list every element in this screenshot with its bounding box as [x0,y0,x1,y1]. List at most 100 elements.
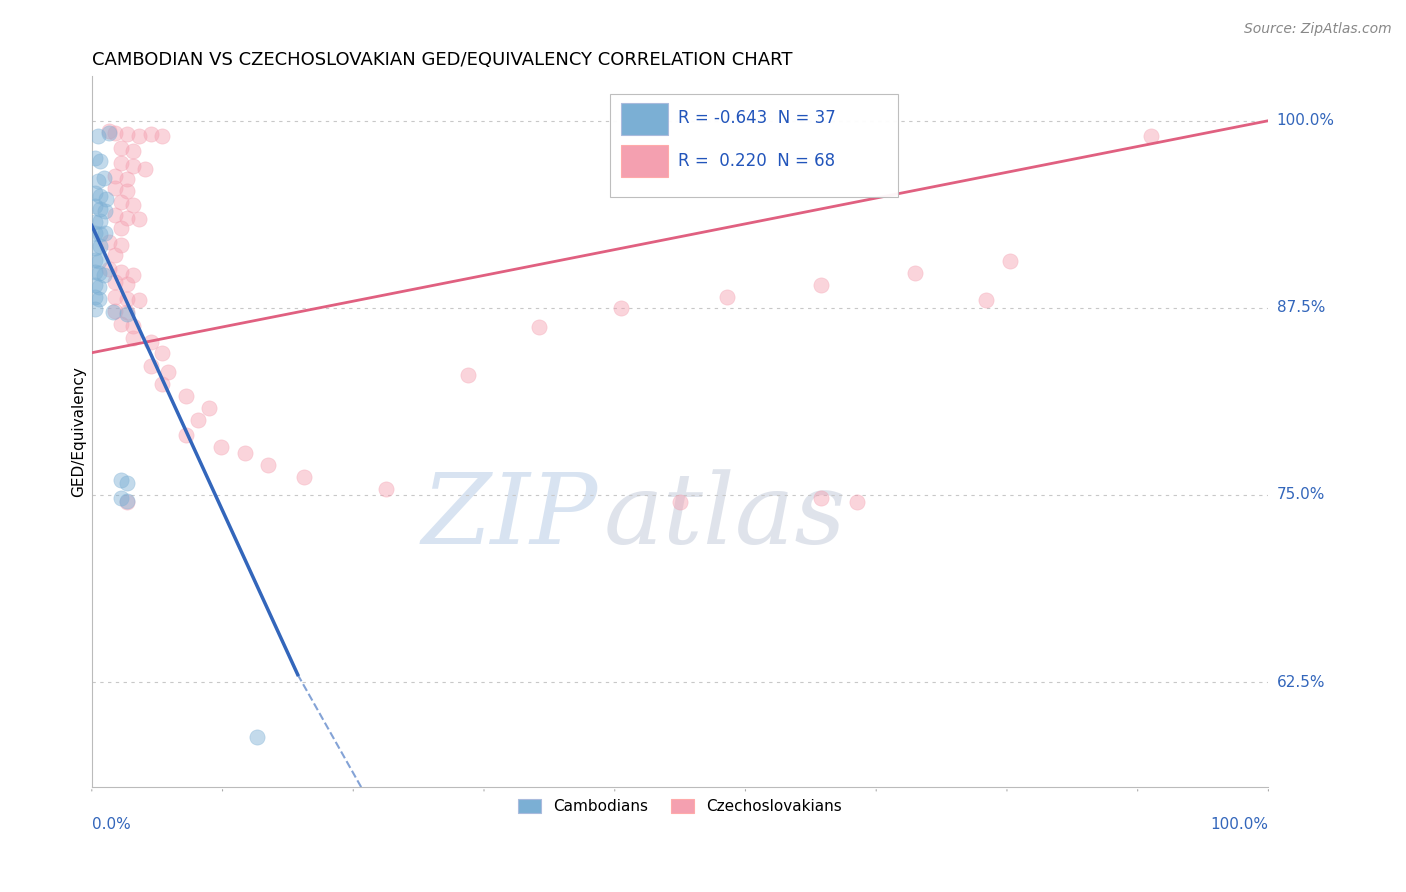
Point [134,161,156,176]
Point [810,491,832,505]
Point [84,199,107,213]
Text: R = -0.643  N = 37: R = -0.643 N = 37 [678,110,835,128]
Point [115,127,138,141]
Point [104,276,127,290]
Point [139,359,162,374]
Point [157,365,180,379]
Point [84,151,107,165]
Point [84,265,107,279]
Point [104,181,127,195]
Point [104,303,127,318]
Point [209,440,232,454]
Point [84,215,107,229]
Point [1139,128,1161,143]
Text: atlas: atlas [603,469,846,565]
Point [110,194,132,209]
Text: 62.5%: 62.5% [1277,674,1326,690]
Point [110,221,132,235]
Point [122,159,145,173]
Point [104,208,127,222]
Point [89,202,111,216]
FancyBboxPatch shape [621,103,668,135]
Point [139,127,162,141]
Point [84,278,107,293]
Point [94,192,117,206]
Text: ZIP: ZIP [422,469,598,565]
Point [84,241,107,255]
Text: 100.0%: 100.0% [1277,113,1334,128]
Point [89,188,111,202]
Point [810,278,832,293]
Text: Source: ZipAtlas.com: Source: ZipAtlas.com [1244,22,1392,37]
Point [904,266,927,280]
Point [128,293,150,308]
Point [152,345,174,359]
Point [152,128,174,143]
Point [198,401,221,416]
Point [845,495,868,509]
Point [128,128,150,143]
Point [84,252,107,267]
Point [110,473,132,487]
Point [104,126,127,140]
Point [115,184,138,198]
Text: 75.0%: 75.0% [1277,487,1324,502]
Point [375,482,398,496]
Point [110,141,132,155]
Text: 87.5%: 87.5% [1277,301,1324,315]
Point [257,458,280,472]
Point [122,268,145,282]
Point [128,212,150,227]
Point [115,172,138,186]
Point [87,280,110,294]
Point [457,368,479,383]
Point [93,226,115,240]
Point [89,239,111,253]
Point [104,248,127,262]
Point [98,126,121,140]
Point [174,389,197,403]
Point [87,266,110,280]
Point [104,169,127,183]
Point [110,318,132,332]
Point [101,305,124,319]
Point [115,307,138,321]
Point [115,305,138,319]
Y-axis label: GED/Equivalency: GED/Equivalency [72,366,86,497]
Point [233,446,256,460]
Point [104,290,127,304]
Point [115,292,138,306]
Point [122,144,145,158]
FancyBboxPatch shape [621,145,668,178]
FancyBboxPatch shape [610,94,898,196]
Point [174,428,197,442]
Point [87,254,110,268]
Point [93,268,115,282]
Point [89,154,111,169]
Point [84,226,107,240]
Point [93,203,115,218]
Point [122,197,145,211]
Point [245,731,267,745]
Point [93,170,115,185]
Point [527,320,550,334]
Point [115,495,138,509]
Text: R =  0.220  N = 68: R = 0.220 N = 68 [678,153,835,170]
Point [86,128,108,143]
Point [115,277,138,291]
Point [89,227,111,242]
Point [98,261,121,276]
Point [610,301,633,315]
Text: 100.0%: 100.0% [1211,817,1268,832]
Point [110,238,132,252]
Point [84,290,107,304]
Point [110,491,132,505]
Point [110,265,132,279]
Point [89,214,111,228]
Point [86,173,108,187]
Point [152,377,174,392]
Point [998,254,1021,268]
Point [122,331,145,345]
Point [974,293,997,308]
Point [187,413,209,427]
